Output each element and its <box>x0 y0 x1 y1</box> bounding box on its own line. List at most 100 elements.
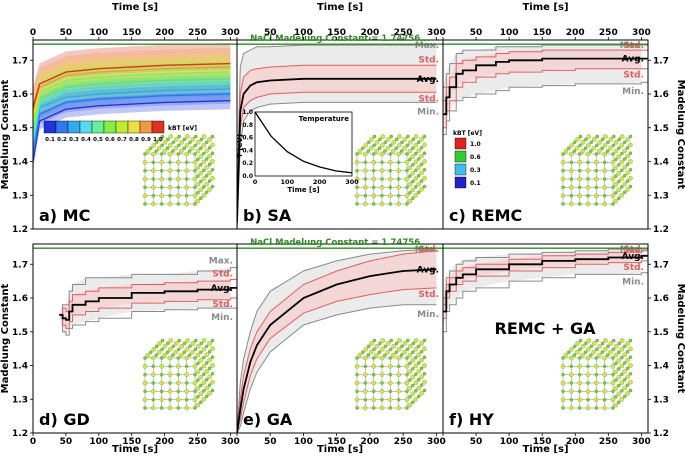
stat-label-std: Std. <box>212 300 233 310</box>
crystal-atom <box>143 152 147 156</box>
stat-label-std: Std. <box>623 71 644 81</box>
crystal-atom <box>363 160 368 165</box>
crystal-atom <box>176 356 181 360</box>
crystal-atom <box>410 391 416 397</box>
crystal-atom <box>577 202 582 206</box>
crystal-atom <box>407 352 413 358</box>
crystal-c <box>560 134 633 207</box>
plot-area-e <box>237 248 437 433</box>
crystal-atom <box>614 191 618 195</box>
crystal-atom <box>195 402 201 408</box>
crystal-atom <box>400 140 404 145</box>
crystal-atom <box>617 163 621 167</box>
inset-x-tick: 100 <box>281 178 295 186</box>
mc-legend-label: 0.8 <box>129 137 139 143</box>
crystal-atom <box>193 152 197 156</box>
crystal-atom <box>210 379 215 385</box>
crystal-atom <box>210 134 215 139</box>
mc-legend-swatch <box>103 120 117 134</box>
crystal-atom <box>407 369 413 375</box>
crystal-atom <box>193 168 197 173</box>
crystal-atom <box>176 152 181 156</box>
crystal-atom <box>561 185 565 190</box>
crystal-atom <box>355 168 359 173</box>
crystal-atom <box>410 170 416 176</box>
x-tick-label: 250 <box>599 28 618 38</box>
crystal-atom <box>394 350 398 354</box>
stat-label-std: Std. <box>418 94 439 104</box>
crystal-atom <box>625 366 630 371</box>
crystal-atom <box>176 364 181 369</box>
crystal-atom <box>585 201 591 207</box>
crystal-atom <box>388 397 393 402</box>
crystal-atom <box>184 177 189 181</box>
crystal-atom <box>407 148 413 154</box>
crystal-atom <box>361 146 365 150</box>
crystal-atom <box>374 140 380 145</box>
crystal-atom <box>207 146 212 150</box>
crystal-atom <box>622 157 627 161</box>
crystal-atom <box>202 372 206 377</box>
crystal-atom <box>386 341 391 346</box>
crystal-atom <box>414 389 418 393</box>
min-line <box>443 81 648 135</box>
crystal-atom <box>379 201 385 207</box>
crystal-atom <box>143 168 147 173</box>
crystal-atom <box>602 193 607 198</box>
mc-line-1.0 <box>33 62 231 108</box>
crystal-atom <box>407 198 413 204</box>
crystal-atom <box>199 179 203 184</box>
crystal-atom <box>569 185 574 190</box>
crystal-atom <box>201 176 207 181</box>
crystal-atom <box>622 190 627 195</box>
max-line <box>237 248 437 433</box>
crystal-atom <box>389 347 393 352</box>
crystal-atom <box>404 176 410 182</box>
crystal-atom <box>179 352 184 358</box>
crystal-atom <box>142 380 148 386</box>
crystal-atom <box>204 361 209 365</box>
crystal-atom <box>389 134 393 139</box>
crystal-atom <box>580 148 585 154</box>
crystal-atom <box>396 143 402 148</box>
crystal-atom <box>210 388 215 393</box>
crystal-atom <box>363 397 368 402</box>
crystal-atom <box>408 361 412 366</box>
crystal-atom <box>193 185 197 190</box>
crystal-atom <box>388 380 393 386</box>
crystal-atom <box>625 341 630 346</box>
plot-area-c <box>443 44 648 135</box>
mc-band-0.8 <box>33 52 231 133</box>
crystal-atom <box>578 347 582 352</box>
crystal-atom <box>416 181 421 187</box>
crystal-atom <box>143 356 147 360</box>
crystal-atom <box>419 383 424 387</box>
mc-legend-swatch <box>79 120 93 134</box>
crystal-atom <box>569 397 574 402</box>
crystal-atom <box>569 168 574 173</box>
crystal-atom <box>380 134 386 139</box>
crystal-atom <box>419 162 424 167</box>
crystal-atom <box>406 134 410 139</box>
crystal-atom <box>611 152 615 156</box>
crystal-atom <box>363 143 369 148</box>
crystal-atom <box>563 148 569 154</box>
crystal-atom <box>577 152 582 156</box>
crystal-atom <box>168 134 174 139</box>
crystal-atom <box>166 137 170 142</box>
crystal-atom <box>585 389 591 394</box>
panel-label-c: c) REMC <box>449 206 522 225</box>
crystal-atom <box>414 185 418 189</box>
crystal-atom <box>580 352 585 358</box>
crystal-atom <box>575 137 580 142</box>
y-tick-label: 1.7 <box>653 56 669 66</box>
crystal-atom <box>595 134 599 139</box>
x-tick-label: 200 <box>361 437 380 447</box>
x-tick-label: 250 <box>188 28 207 38</box>
crystal-atom <box>176 372 181 377</box>
inset-y-label: T [eV] <box>236 134 244 158</box>
crystal-atom <box>378 137 382 142</box>
crystal-atom <box>411 163 415 167</box>
crystal-atom <box>142 176 148 182</box>
crystal-atom <box>379 168 385 173</box>
